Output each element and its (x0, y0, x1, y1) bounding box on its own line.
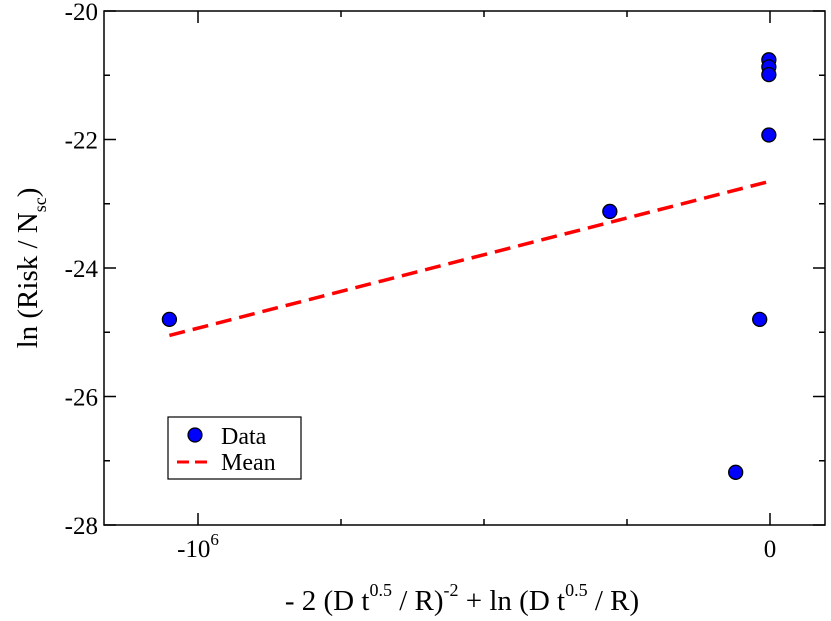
y-tick-label: -22 (65, 128, 98, 155)
y-tick-label: -20 (65, 0, 98, 26)
y-tick-label: -28 (65, 513, 98, 540)
legend: Data Mean (167, 416, 302, 480)
y-axis-ticks: -28 -26 -24 -22 -20 (65, 0, 825, 540)
legend-box (167, 416, 302, 480)
x-tick-label: -106 (177, 530, 219, 563)
x-axis-label: - 2 (D t0.5 / R)-2 + ln (D t0.5 / R) (285, 580, 639, 617)
y-tick-label: -26 (65, 385, 98, 412)
legend-label-mean: Mean (221, 450, 276, 476)
data-point (761, 66, 777, 83)
data-point (761, 127, 777, 143)
legend-label-data: Data (221, 424, 267, 450)
legend-data-marker (187, 427, 203, 443)
data-point (161, 311, 178, 328)
mean-line (168, 179, 771, 338)
data-point (728, 464, 744, 480)
x-tick-label: 0 (764, 536, 777, 563)
data-point (752, 311, 768, 328)
data-point (602, 203, 618, 220)
y-tick-label: -24 (65, 256, 99, 283)
y-axis-label: ln (Risk / Nsc) (12, 188, 50, 349)
series-layer (161, 52, 777, 480)
x-axis-ticks: -106 0 (177, 11, 776, 563)
